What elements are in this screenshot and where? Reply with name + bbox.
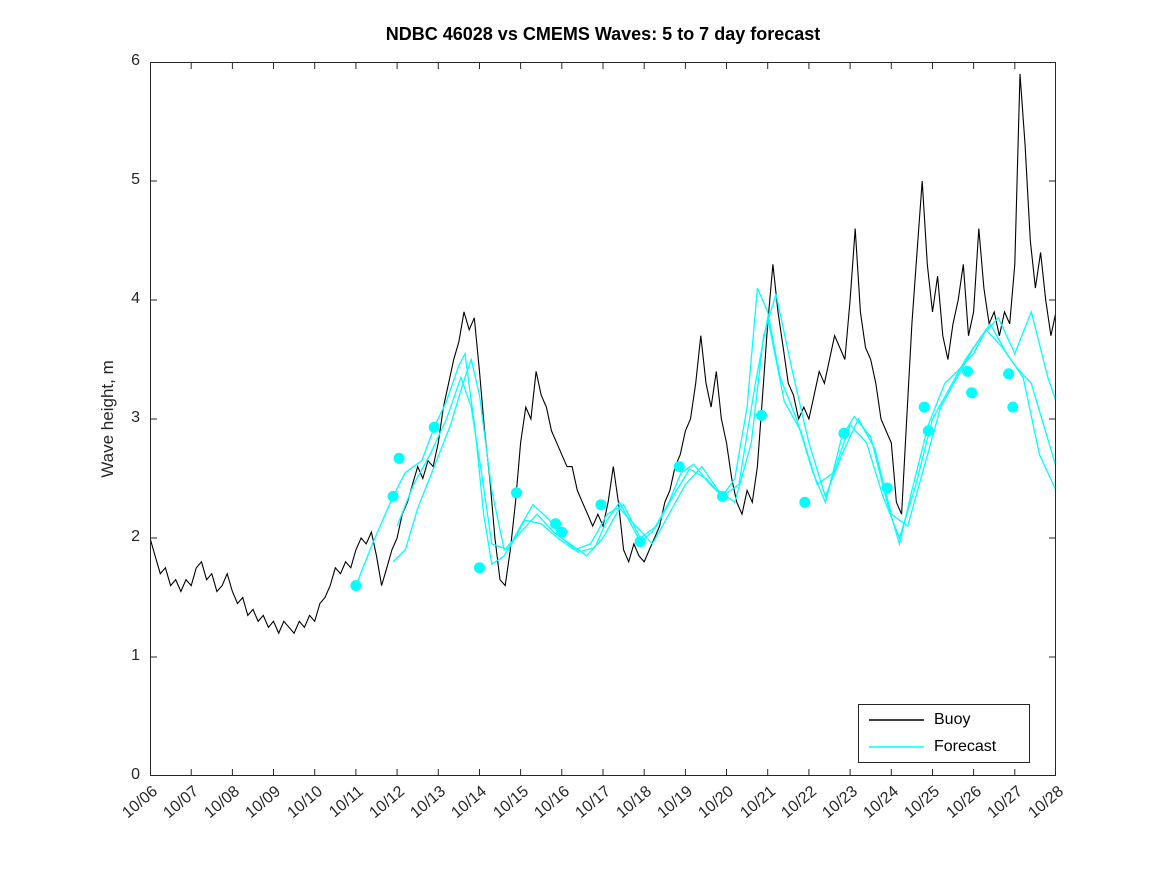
buoy-line-sample — [869, 718, 924, 721]
forecast-start-marker — [673, 461, 685, 473]
forecast-start-marker — [918, 401, 930, 413]
forecast-start-marker — [511, 487, 522, 499]
legend: Buoy Forecast — [858, 704, 1030, 763]
forecast-start-marker — [962, 365, 973, 377]
x-tick-label: 10/26 — [942, 783, 985, 822]
forecast-start-marker — [595, 499, 607, 511]
x-tick-label: 10/16 — [531, 783, 573, 822]
series-forecast-run-2 — [392, 293, 1056, 563]
x-tick-label: 10/13 — [407, 783, 450, 822]
x-tick-label: 10/08 — [201, 783, 244, 822]
forecast-start-marker — [756, 409, 767, 421]
series-forecast-run-1 — [355, 287, 1056, 586]
forecast-start-marker — [387, 490, 399, 502]
x-tick-label: 10/24 — [860, 783, 903, 822]
plot-area — [150, 62, 1056, 776]
x-tick-label: 10/09 — [242, 783, 285, 822]
forecast-start-marker — [1003, 368, 1015, 380]
forecast-line-sample — [869, 746, 924, 749]
x-tick-label: 10/12 — [366, 783, 409, 822]
y-tick-label: 1 — [131, 647, 140, 664]
forecast-start-marker — [966, 387, 978, 399]
y-tick-label: 0 — [131, 766, 140, 783]
x-tick-label: 10/19 — [654, 783, 697, 822]
forecast-start-marker — [922, 425, 934, 437]
forecast-start-marker — [799, 496, 811, 508]
forecast-start-marker — [550, 518, 562, 530]
forecast-start-marker — [838, 427, 850, 439]
series-forecast-run-3 — [396, 309, 1056, 551]
y-tick-label: 5 — [131, 171, 140, 188]
y-tick-label: 6 — [131, 52, 140, 69]
x-tick-label: 10/14 — [448, 783, 491, 822]
series-buoy — [150, 73, 1056, 635]
forecast-start-marker — [350, 580, 362, 592]
x-tick-label: 10/11 — [326, 783, 367, 822]
forecast-start-marker — [716, 490, 728, 502]
legend-label-forecast: Forecast — [934, 738, 997, 756]
forecast-start-marker — [428, 421, 440, 433]
y-tick-label: 4 — [131, 290, 140, 307]
legend-item-forecast: Forecast — [859, 734, 1029, 760]
x-tick-label: 10/15 — [489, 783, 532, 822]
legend-label-buoy: Buoy — [934, 710, 971, 728]
x-tick-label: 10/07 — [160, 783, 203, 822]
forecast-start-marker — [1007, 401, 1019, 413]
x-tick-label: 10/28 — [1025, 783, 1067, 822]
forecast-start-marker — [881, 482, 893, 494]
forecast-start-marker — [634, 536, 646, 548]
x-tick-label: 10/23 — [819, 783, 862, 822]
forecast-start-marker — [393, 452, 405, 464]
forecast-start-marker — [556, 526, 568, 538]
chart-title: NDBC 46028 vs CMEMS Waves: 5 to 7 day fo… — [385, 24, 821, 44]
y-tick-label: 2 — [131, 528, 140, 545]
x-tick-label: 10/10 — [284, 783, 326, 822]
legend-item-buoy: Buoy — [859, 707, 1029, 733]
y-tick-label: 3 — [131, 409, 140, 426]
x-tick-label: 10/21 — [737, 783, 779, 822]
x-tick-label: 10/27 — [984, 783, 1026, 822]
x-tick-label: 10/17 — [572, 783, 614, 822]
x-tick-label: 10/25 — [901, 783, 944, 822]
x-tick-label: 10/18 — [613, 783, 656, 822]
plot-box — [150, 62, 1056, 776]
forecast-start-marker — [474, 562, 485, 574]
x-tick-label: 10/22 — [778, 783, 820, 822]
x-tick-label: 10/06 — [119, 783, 161, 822]
x-tick-label: 10/20 — [695, 783, 738, 822]
